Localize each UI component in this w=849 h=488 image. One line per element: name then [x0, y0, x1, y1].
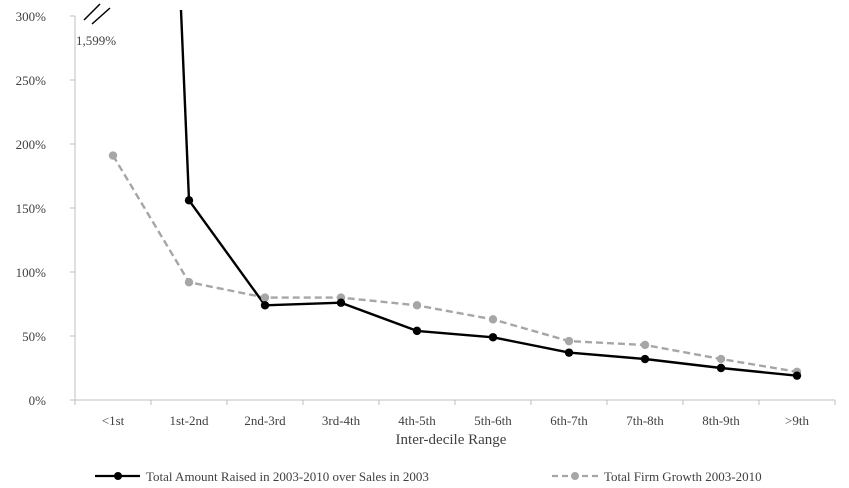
legend-label-amount-raised: Total Amount Raised in 2003-2010 over Sa… — [146, 469, 429, 484]
axes — [74, 16, 835, 401]
data-point-amount-raised — [488, 333, 498, 342]
x-axis-label: Inter-decile Range — [396, 432, 507, 448]
data-point-amount-raised — [260, 301, 270, 310]
x-tick-label: 2nd-3rd — [244, 413, 286, 428]
series-points — [108, 151, 802, 380]
legend-marker-firm-growth — [571, 472, 579, 480]
data-point-amount-raised — [792, 371, 802, 380]
data-point-firm-growth — [108, 151, 118, 160]
data-point-firm-growth — [488, 315, 498, 324]
legend-marker-amount-raised — [114, 472, 122, 480]
y-tick-label: 0% — [29, 393, 47, 408]
y-tick-label: 250% — [16, 73, 47, 88]
series-line-amount-raised — [179, 9, 798, 377]
y-axis-ticks: 0% 50% 100% 150% 200% 250% 300% — [16, 9, 75, 408]
annotations: 1,599% — [76, 3, 116, 48]
series-lines — [111, 9, 798, 377]
x-tick-label: <1st — [102, 413, 125, 428]
data-point-amount-raised — [564, 348, 574, 357]
x-axis-ticks: <1st 1st-2nd 2nd-3rd 3rd-4th 4th-5th 5th-6th 6… — [74, 400, 836, 428]
x-tick-label: 7th-8th — [626, 413, 664, 428]
y-tick-label: 50% — [22, 329, 46, 344]
x-tick-label: 4th-5th — [398, 413, 436, 428]
data-point-amount-raised — [716, 363, 726, 373]
overflow-value-label: 1,599% — [76, 33, 116, 48]
x-tick-label: 5th-6th — [474, 413, 512, 428]
axis-break-mark — [83, 3, 101, 21]
x-tick-label: >9th — [785, 413, 809, 428]
y-tick-label: 100% — [16, 265, 47, 280]
axis-break-mark — [91, 7, 111, 25]
data-point-firm-growth — [564, 336, 574, 346]
data-point-firm-growth — [184, 278, 194, 287]
data-point-amount-raised — [412, 326, 422, 336]
data-point-firm-growth — [716, 354, 726, 364]
data-point-amount-raised — [336, 298, 346, 307]
data-point-firm-growth — [260, 293, 270, 302]
data-point-firm-growth — [640, 340, 650, 350]
x-tick-label: 8th-9th — [702, 413, 740, 428]
x-tick-label: 1st-2nd — [170, 413, 210, 428]
data-point-amount-raised — [640, 354, 650, 364]
series-line-firm-growth — [111, 154, 798, 373]
data-point-amount-raised — [184, 196, 194, 205]
legend: Total Amount Raised in 2003-2010 over Sa… — [95, 469, 762, 484]
legend-label-firm-growth: Total Firm Growth 2003-2010 — [604, 469, 762, 484]
y-tick-label: 200% — [16, 137, 47, 152]
y-tick-label: 300% — [16, 9, 47, 24]
x-tick-label: 6th-7th — [550, 413, 588, 428]
y-tick-label: 150% — [16, 201, 47, 216]
data-point-firm-growth — [412, 301, 422, 310]
x-tick-label: 3rd-4th — [322, 413, 361, 428]
